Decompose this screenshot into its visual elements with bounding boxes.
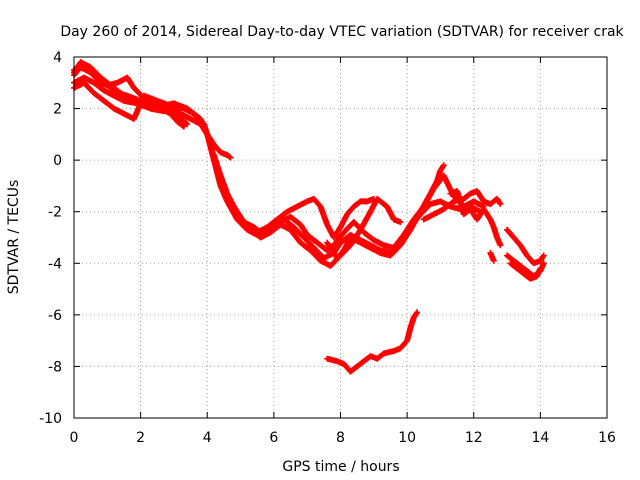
x-tick-label: 10 <box>398 430 416 446</box>
y-axis-label: SDTVAR / TECUs <box>6 180 22 295</box>
data-point <box>440 162 447 169</box>
y-tick-label: -6 <box>48 308 62 324</box>
data-points <box>71 59 547 375</box>
series-trace-g <box>254 195 377 241</box>
data-point <box>540 252 547 259</box>
data-point <box>497 242 504 249</box>
y-tick-label: -2 <box>48 205 62 221</box>
y-tick-label: 4 <box>53 50 62 66</box>
data-point <box>397 219 404 226</box>
x-tick-label: 4 <box>203 430 212 446</box>
data-point <box>184 121 191 128</box>
chart-title: Day 260 of 2014, Sidereal Day-to-day VTE… <box>60 24 624 40</box>
data-point <box>497 200 504 207</box>
data-point <box>537 265 544 272</box>
series-trace-m <box>504 226 547 267</box>
x-axis-label: GPS time / hours <box>282 459 399 475</box>
axis-ticks: 0 2 4 6 8 10 12 14 16 -10 -8 -6 -4 -2 0 2 4 <box>39 50 616 446</box>
y-tick-label: -10 <box>39 411 62 427</box>
data-point <box>227 154 234 161</box>
series-trace-l <box>487 249 497 264</box>
x-tick-label: 8 <box>336 430 345 446</box>
x-tick-label: 0 <box>70 430 79 446</box>
series-trace-b <box>71 74 484 262</box>
series-trace-e <box>71 61 187 130</box>
series-trace-o <box>507 260 544 282</box>
y-tick-label: -8 <box>48 359 62 375</box>
y-tick-label: 0 <box>53 153 62 169</box>
series-trace-k <box>487 216 504 249</box>
data-point <box>226 153 233 160</box>
data-point <box>183 120 190 127</box>
x-tick-label: 6 <box>269 430 278 446</box>
plot-frame <box>73 56 608 419</box>
series-trace-h <box>324 162 447 262</box>
series-trace-p <box>324 309 421 375</box>
y-tick-label: 2 <box>53 102 62 118</box>
x-tick-label: 2 <box>136 430 145 446</box>
data-point <box>414 309 421 316</box>
data-point <box>180 123 187 130</box>
x-tick-label: 14 <box>531 430 549 446</box>
data-point <box>179 122 186 129</box>
y-tick-label: -4 <box>48 256 62 272</box>
data-point <box>540 260 547 267</box>
series-trace-c <box>71 79 234 161</box>
data-point <box>370 195 377 202</box>
x-tick-label: 16 <box>598 430 616 446</box>
x-tick-label: 12 <box>465 430 483 446</box>
data-point <box>490 257 497 264</box>
